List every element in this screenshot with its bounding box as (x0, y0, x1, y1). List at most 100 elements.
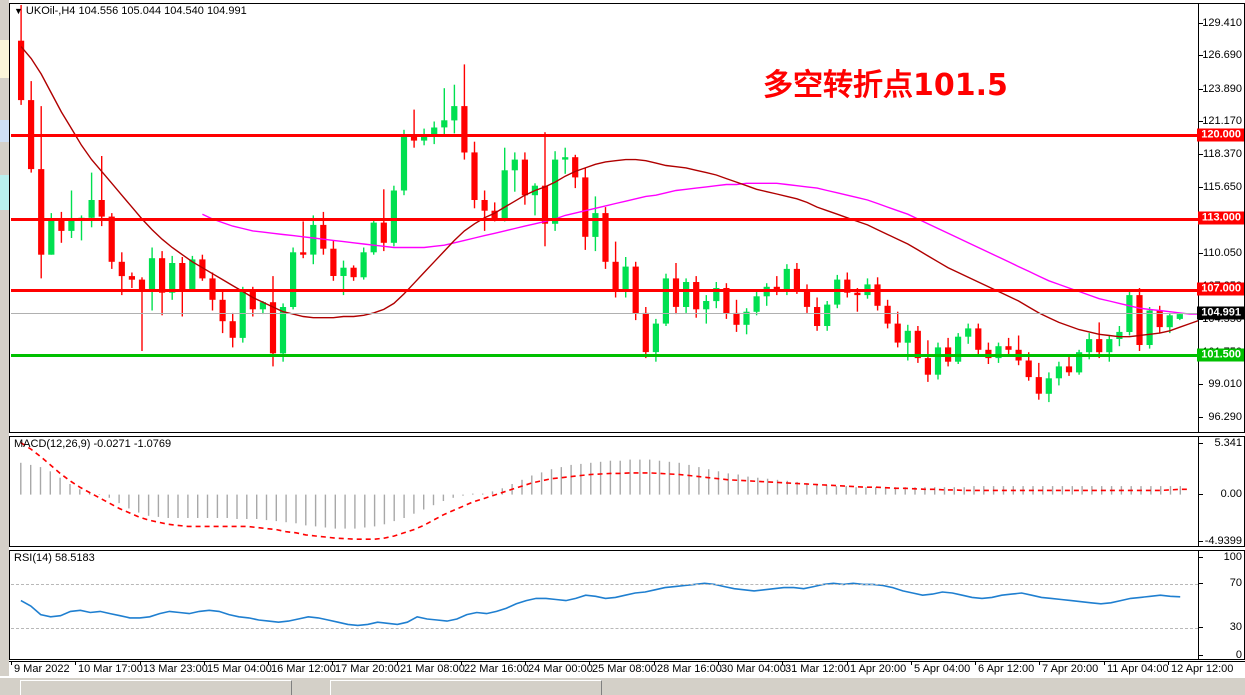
time-tickmark (1104, 662, 1105, 665)
price-tickmark (1199, 416, 1203, 418)
macd-svg (20, 442, 1191, 540)
price-tick-label: 118.370 (1203, 148, 1242, 161)
time-tick-label: 7 Apr 20:00 (1042, 663, 1099, 675)
time-tickmark (140, 662, 141, 665)
price-tickmark (1199, 384, 1203, 386)
price-tick-label: 121.170 (1202, 114, 1242, 127)
time-tick-label: 12 Apr 12:00 (1171, 663, 1234, 675)
chart-collapse-arrow-icon[interactable]: ▼ (14, 6, 23, 16)
rsi-axis[interactable]: 100 70 30 0 (1198, 551, 1244, 661)
price-plot-area[interactable]: 多空转折点101.5 (11, 5, 1198, 431)
symbol-header: ▼ UKOil-,H4 104.556 105.044 104.540 104.9… (14, 5, 247, 17)
price-tickmark (1199, 22, 1203, 24)
price-level-red-120[interactable] (11, 134, 1198, 138)
macd-axis[interactable]: 5.341 0.00 -4.9399 (1198, 437, 1244, 547)
price-axis[interactable]: 129.410 126.690 123.890 121.170 118.370 115.6… (1197, 4, 1244, 432)
price-tickmark (1199, 88, 1203, 90)
time-tickmark (75, 662, 76, 665)
taskbar-button-1[interactable] (20, 680, 292, 695)
sliver-region-2 (0, 120, 9, 142)
price-marker-label-120.000[interactable]: 120.000 (1197, 128, 1244, 142)
time-tickmark (332, 662, 333, 665)
macd-tickmark (1199, 493, 1203, 495)
time-tick-label: 17 Mar 20:00 (335, 663, 400, 675)
time-tickmark (782, 662, 783, 665)
time-tickmark (204, 662, 205, 665)
time-tickmark (11, 662, 12, 665)
symbol-header-text: UKOil-,H4 104.556 105.044 104.540 104.99… (25, 5, 247, 17)
time-tick-label: 24 Mar 00:00 (528, 663, 593, 675)
time-tick-label: 11 Apr 04:00 (1107, 663, 1169, 675)
macd-tick-label: -4.9399 (1204, 535, 1242, 547)
time-tick-label: 25 Mar 08:00 (592, 663, 657, 675)
time-tick-label: 1 Apr 20:00 (850, 663, 907, 675)
time-tick-label: 6 Apr 12:00 (978, 663, 1035, 675)
rsi-tickmark (1199, 655, 1203, 656)
price-panel[interactable]: 多空转折点101.5 129.410 126.690 123.890 121.170 1… (9, 3, 1245, 433)
time-tick-label: 15 Mar 04:00 (207, 663, 272, 675)
rsi-panel[interactable]: 100 70 30 0 RSI(14) 58.5183 (9, 550, 1245, 661)
macd-tickmark (1199, 443, 1203, 444)
price-marker-label-107.000[interactable]: 107.000 (1197, 282, 1244, 296)
time-tick-label: 9 Mar 2022 (14, 663, 70, 675)
rsi-tick-label: 0 (1235, 649, 1242, 661)
price-marker-label-113.000[interactable]: 113.000 (1197, 211, 1244, 225)
rsi-tickmark (1199, 583, 1203, 585)
time-tickmark (397, 662, 398, 665)
rsi-tick-label: 30 (1229, 620, 1242, 633)
rsi-level-30 (11, 627, 1198, 629)
sliver-region-3 (0, 175, 9, 210)
macd-panel[interactable]: 5.341 0.00 -4.9399 MACD(12,26,9) -0.0271 -… (9, 436, 1245, 547)
price-tick-label: 96.290 (1208, 410, 1242, 423)
macd-tick-label: 0.00 (1220, 487, 1242, 500)
macd-plot-area[interactable] (11, 438, 1198, 545)
time-tickmark (268, 662, 269, 665)
time-tickmark (461, 662, 462, 665)
rsi-svg (20, 582, 1181, 627)
macd-tickmark (1199, 541, 1203, 542)
macd-header: MACD(12,26,9) -0.0271 -1.0769 (14, 438, 172, 450)
price-marker-label-104.991[interactable]: 104.991 (1197, 306, 1244, 320)
time-tickmark (975, 662, 976, 665)
price-tick-label: 123.890 (1202, 82, 1242, 95)
price-tickmark (1199, 253, 1203, 255)
time-tick-label: 5 Apr 04:00 (914, 663, 971, 675)
sliver-region-1 (0, 40, 9, 78)
price-marker-label-101.500[interactable]: 101.500 (1197, 348, 1244, 362)
time-tickmark (911, 662, 912, 665)
time-tickmark (718, 662, 719, 665)
taskbar-button-2[interactable] (330, 680, 602, 695)
price-level-green-101.5[interactable] (11, 354, 1198, 358)
chart-annotation-text: 多空转折点101.5 (763, 68, 1008, 103)
time-tickmark (589, 662, 590, 665)
price-tick-label: 126.690 (1202, 49, 1242, 62)
time-tick-label: 10 Mar 17:00 (78, 663, 143, 675)
price-tickmark (1199, 120, 1203, 122)
price-level-red-113[interactable] (11, 217, 1198, 221)
time-tickmark (1039, 662, 1040, 665)
time-tick-label: 31 Mar 12:00 (785, 663, 850, 675)
time-tick-label: 28 Mar 16:00 (657, 663, 722, 675)
time-tick-label: 13 Mar 23:00 (143, 663, 208, 675)
time-axis[interactable]: 9 Mar 2022 10 Mar 17:00 13 Mar 23:00 15 Mar… (9, 661, 1245, 678)
macd-tick-label: 5.341 (1214, 437, 1242, 449)
price-level-gray-104.991[interactable] (11, 312, 1198, 314)
time-tick-label: 21 Mar 08:00 (400, 663, 465, 675)
price-tick-label: 110.050 (1203, 247, 1242, 260)
rsi-level-70 (11, 584, 1198, 586)
price-tickmark (1199, 55, 1203, 57)
price-tickmark (1199, 154, 1203, 156)
rsi-plot-area[interactable] (11, 552, 1198, 658)
rsi-header: RSI(14) 58.5183 (14, 552, 95, 564)
price-level-red-107[interactable] (11, 288, 1198, 292)
price-tick-label: 99.010 (1208, 378, 1242, 391)
taskbar[interactable] (0, 677, 1245, 695)
rsi-tick-label: 100 (1223, 551, 1242, 563)
time-tickmark (847, 662, 848, 665)
time-tickmark (525, 662, 526, 665)
chart-area: 多空转折点101.5 129.410 126.690 123.890 121.170 1… (9, 0, 1245, 676)
rsi-tickmark (1199, 557, 1203, 558)
time-tickmark (654, 662, 655, 665)
price-tick-label: 115.650 (1203, 180, 1242, 193)
